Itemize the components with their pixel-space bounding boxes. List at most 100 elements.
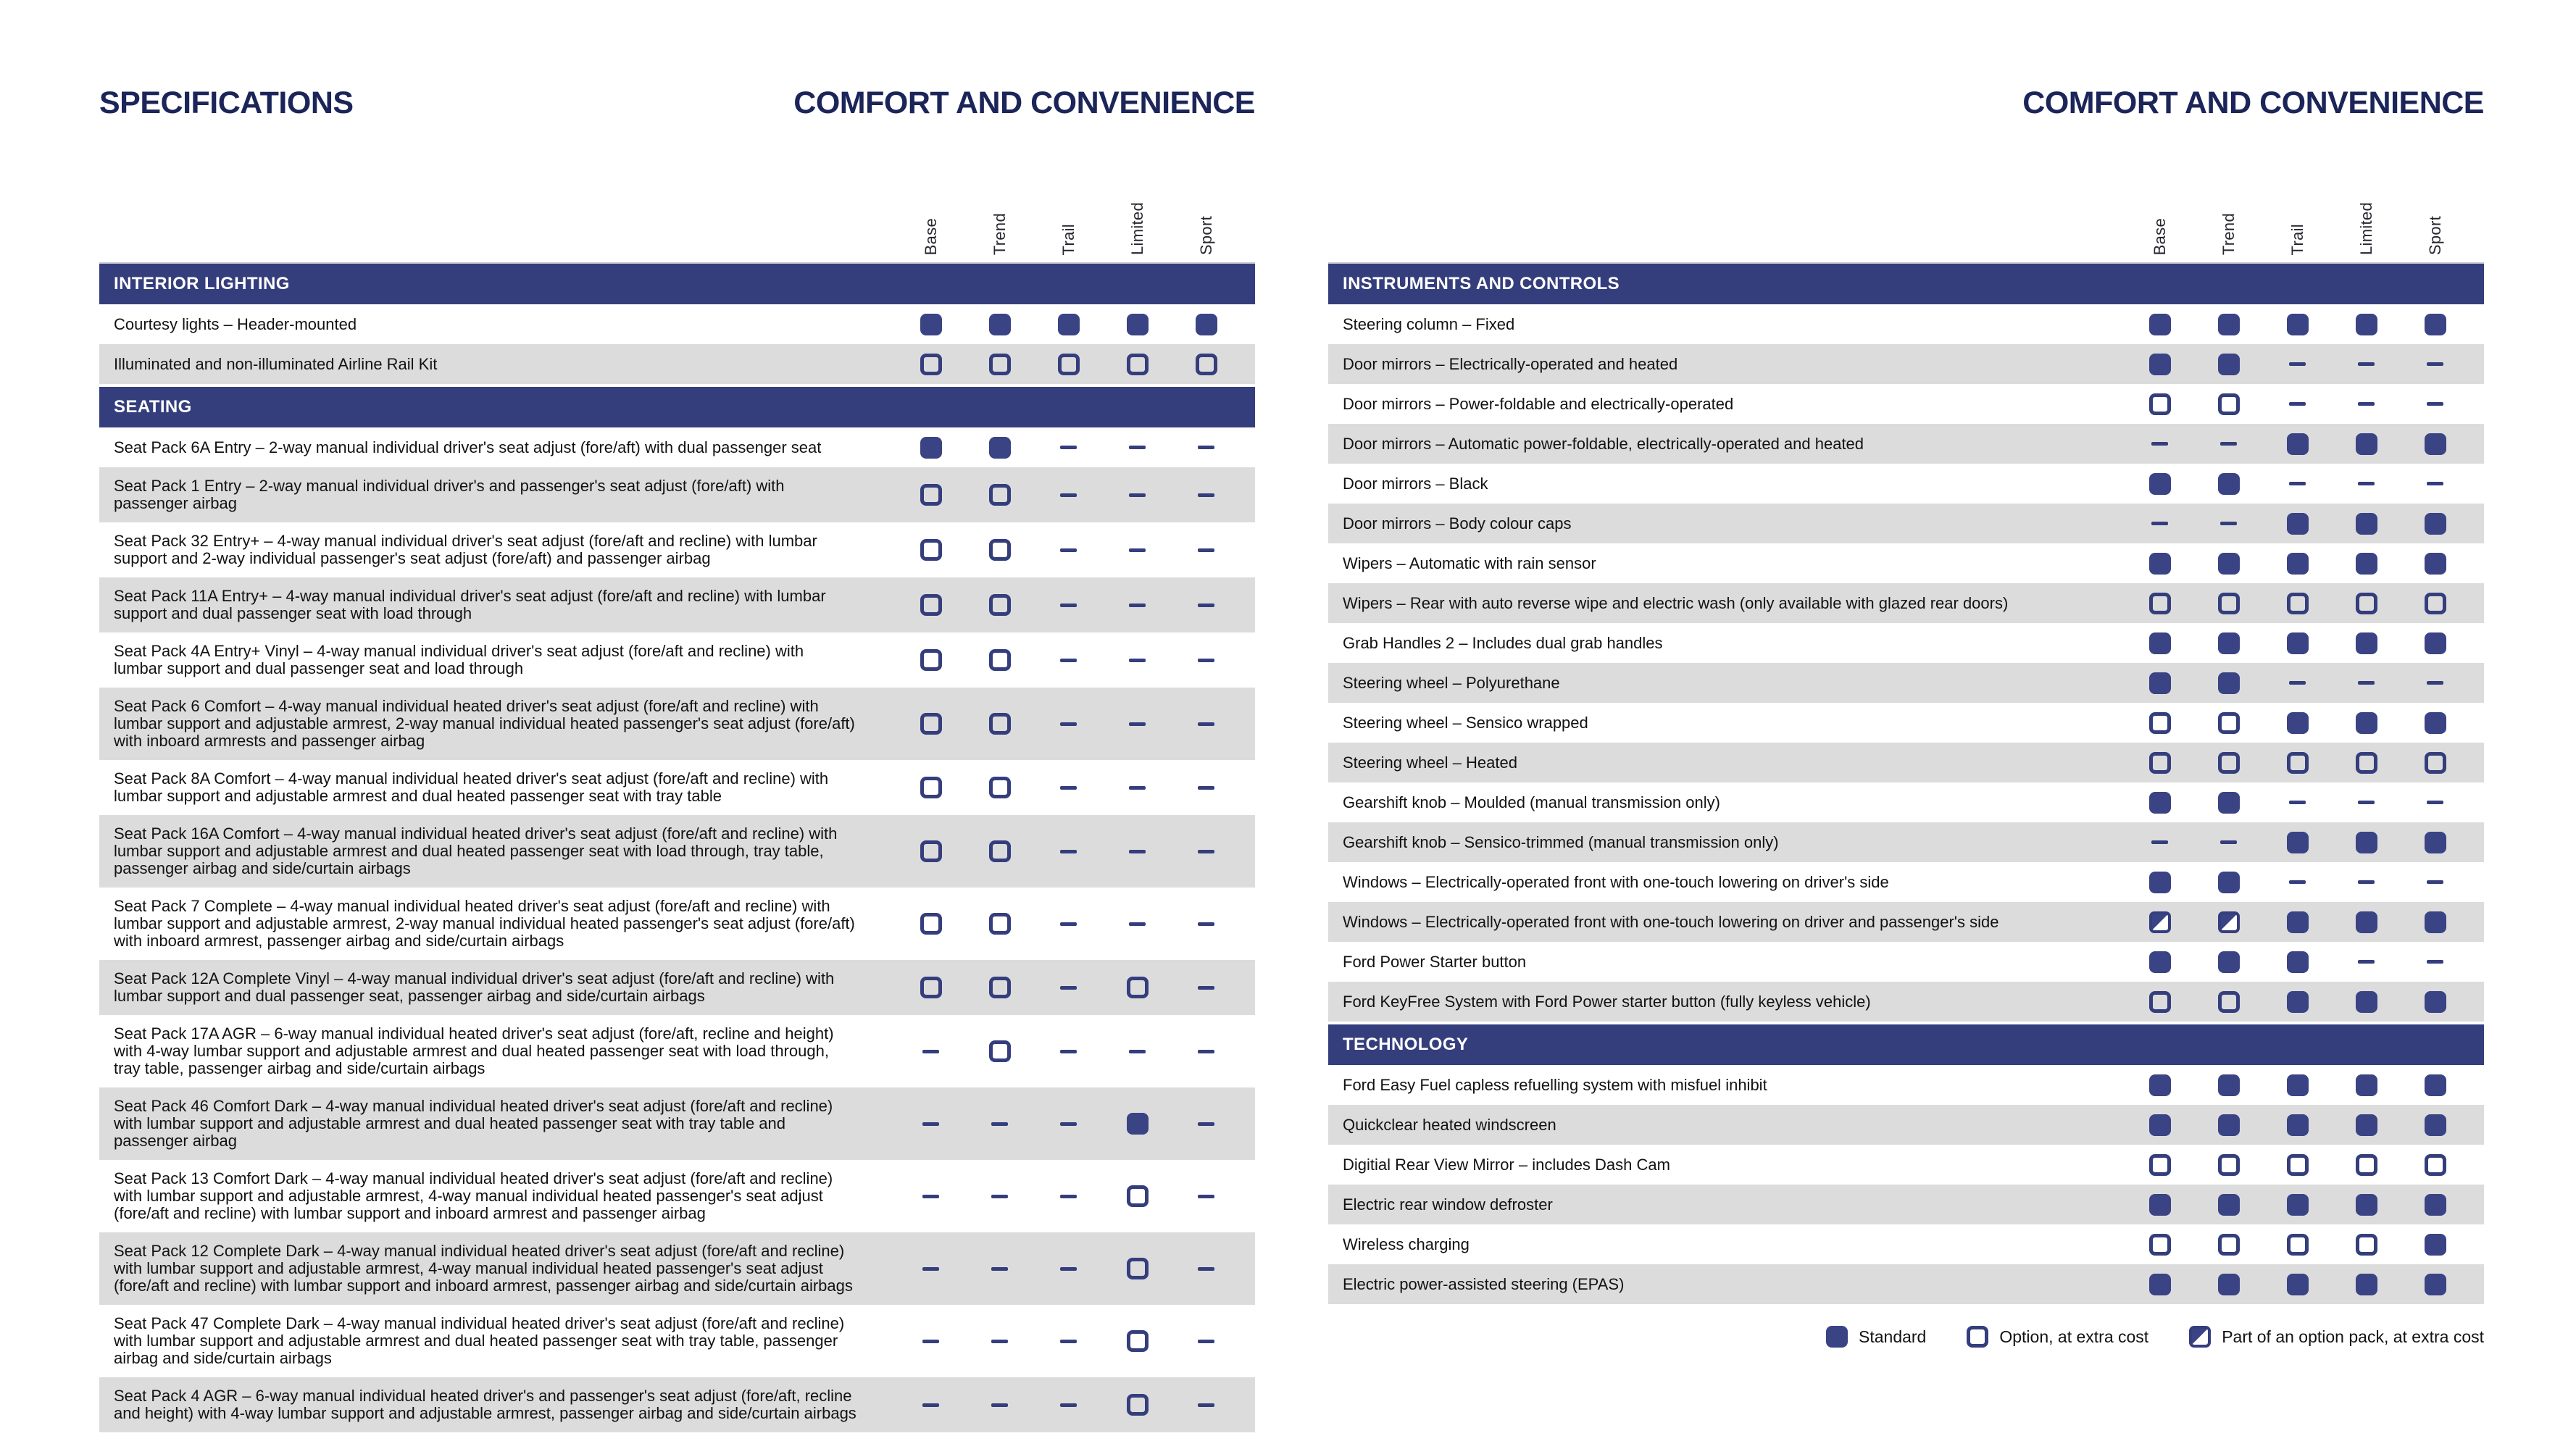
availability-trend bbox=[965, 913, 1034, 935]
option-mark bbox=[988, 594, 1011, 616]
option-mark bbox=[2217, 1153, 2240, 1176]
availability-limited bbox=[2332, 592, 2401, 614]
availability-base bbox=[896, 436, 965, 459]
availability-trend bbox=[2194, 711, 2263, 734]
availability-trail bbox=[1034, 1339, 1103, 1343]
availability-base bbox=[896, 1266, 965, 1271]
standard-mark bbox=[2217, 552, 2240, 575]
availability-base bbox=[896, 1049, 965, 1053]
availability-trail bbox=[1034, 313, 1103, 335]
availability-sport bbox=[2401, 801, 2469, 804]
not-available-mark bbox=[991, 1194, 1008, 1198]
option-mark bbox=[920, 353, 942, 375]
availability-limited bbox=[2332, 433, 2401, 455]
availability-trend bbox=[965, 840, 1034, 862]
not-available-mark bbox=[2289, 681, 2306, 685]
standard-mark bbox=[2286, 951, 2309, 973]
availability-trail bbox=[2263, 1114, 2332, 1136]
option-mark bbox=[920, 594, 942, 616]
feature-label: Seat Pack 11A Entry+ – 4-way manual indi… bbox=[114, 587, 826, 622]
availability-sport bbox=[2401, 880, 2469, 884]
standard-mark bbox=[920, 436, 942, 459]
not-available-mark bbox=[2289, 482, 2306, 485]
feature-label: Gearshift knob – Moulded (manual transmi… bbox=[1343, 793, 1720, 811]
availability-trail bbox=[2263, 433, 2332, 455]
feature-label: Digitial Rear View Mirror – includes Das… bbox=[1343, 1155, 1670, 1174]
availability-sport bbox=[1172, 353, 1241, 375]
availability-trend bbox=[2194, 632, 2263, 654]
not-available-mark bbox=[1129, 1049, 1146, 1053]
availability-trail bbox=[1034, 493, 1103, 497]
standard-mark bbox=[2286, 1074, 2309, 1096]
availability-limited bbox=[1103, 548, 1172, 552]
not-available-mark bbox=[2427, 482, 2443, 485]
availability-sport bbox=[1172, 1266, 1241, 1271]
option-mark bbox=[2286, 1153, 2309, 1176]
not-available-mark bbox=[2151, 522, 2168, 525]
availability-trend bbox=[2194, 552, 2263, 575]
availability-trend bbox=[2194, 1074, 2263, 1096]
not-available-mark bbox=[1198, 1049, 1214, 1053]
availability-base bbox=[896, 649, 965, 671]
option-mark bbox=[1195, 353, 1217, 375]
feature-row: Steering wheel – Polyurethane bbox=[1328, 663, 2484, 703]
feature-label: Seat Pack 12A Complete Vinyl – 4-way man… bbox=[114, 969, 835, 1005]
standard-mark bbox=[2286, 632, 2309, 654]
standard-mark bbox=[2217, 1074, 2240, 1096]
availability-trail bbox=[2263, 362, 2332, 366]
feature-row: Gearshift knob – Moulded (manual transmi… bbox=[1328, 782, 2484, 822]
not-available-mark bbox=[2220, 442, 2237, 446]
not-available-mark bbox=[2220, 522, 2237, 525]
availability-limited bbox=[1103, 1330, 1172, 1352]
feature-label: Seat Pack 4A Entry+ Vinyl – 4-way manual… bbox=[114, 642, 804, 677]
feature-label: Illuminated and non-illuminated Airline … bbox=[114, 354, 438, 373]
availability-base bbox=[2125, 951, 2194, 973]
feature-label: Electric power-assisted steering (EPAS) bbox=[1343, 1274, 1625, 1293]
standard-mark bbox=[2148, 632, 2171, 654]
availability-trend bbox=[965, 1339, 1034, 1343]
feature-label: Seat Pack 7 Complete – 4-way manual indi… bbox=[114, 897, 855, 950]
availability-trail bbox=[2263, 911, 2332, 933]
availability-sport bbox=[1172, 1122, 1241, 1126]
availability-sport bbox=[1172, 603, 1241, 607]
availability-base bbox=[896, 1339, 965, 1343]
availability-trend bbox=[2194, 840, 2263, 844]
availability-limited bbox=[1103, 1185, 1172, 1207]
feature-label: Door mirrors – Black bbox=[1343, 474, 1488, 493]
not-available-mark bbox=[922, 1194, 939, 1198]
availability-limited bbox=[1103, 313, 1172, 335]
feature-row: Seat Pack 12 Complete Dark – 4-way manua… bbox=[99, 1232, 1255, 1305]
feature-label: Ford Power Starter button bbox=[1343, 952, 1527, 971]
not-available-mark bbox=[922, 1049, 939, 1053]
feature-label: Door mirrors – Power-foldable and electr… bbox=[1343, 394, 1734, 413]
standard-mark bbox=[2148, 1273, 2171, 1295]
not-available-mark bbox=[922, 1339, 939, 1343]
availability-trail bbox=[2263, 1273, 2332, 1295]
standard-mark bbox=[2148, 472, 2171, 495]
legend-item-option-pack: Part of an option pack, at extra cost bbox=[2189, 1326, 2484, 1348]
option-mark bbox=[988, 1040, 1011, 1062]
not-available-mark bbox=[1129, 493, 1146, 497]
option-mark bbox=[2148, 592, 2171, 614]
option-mark bbox=[2217, 751, 2240, 774]
standard-mark bbox=[2424, 313, 2446, 335]
availability-trail bbox=[1034, 785, 1103, 790]
feature-row: Seat Pack 1 Entry – 2-way manual individ… bbox=[99, 467, 1255, 522]
not-available-mark bbox=[2427, 362, 2443, 366]
availability-sport bbox=[2401, 512, 2469, 535]
option-mark bbox=[988, 353, 1011, 375]
feature-label: Door mirrors – Electrically-operated and… bbox=[1343, 354, 1678, 373]
feature-label: Seat Pack 32 Entry+ – 4-way manual indiv… bbox=[114, 532, 817, 567]
feature-row: Wipers – Rear with auto reverse wipe and… bbox=[1328, 583, 2484, 623]
availability-trend bbox=[965, 977, 1034, 998]
availability-trend bbox=[2194, 1233, 2263, 1256]
not-available-mark bbox=[1060, 722, 1077, 726]
availability-limited bbox=[2332, 1273, 2401, 1295]
option-mark bbox=[988, 539, 1011, 561]
feature-row: Seat Pack 11A Entry+ – 4-way manual indi… bbox=[99, 577, 1255, 632]
availability-trail bbox=[2263, 711, 2332, 734]
availability-sport bbox=[1172, 785, 1241, 790]
availability-trail bbox=[1034, 849, 1103, 853]
not-available-mark bbox=[1060, 785, 1077, 790]
section-header: INTERIOR LIGHTING bbox=[99, 264, 1255, 304]
